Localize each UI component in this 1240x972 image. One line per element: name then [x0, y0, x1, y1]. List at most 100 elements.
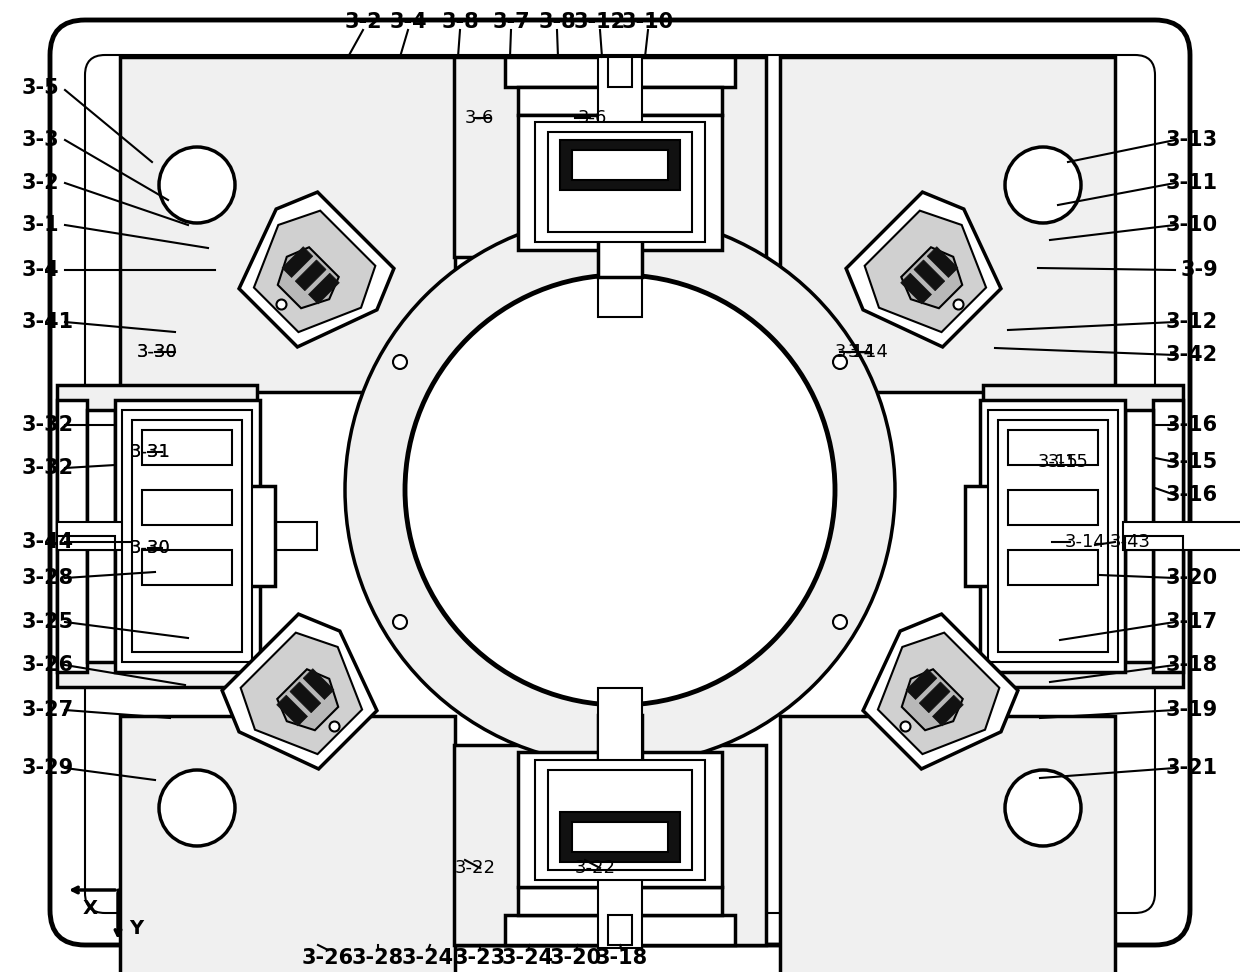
Bar — [548, 770, 692, 870]
Polygon shape — [278, 247, 339, 308]
Polygon shape — [241, 633, 362, 754]
Polygon shape — [281, 247, 312, 277]
Bar — [1125, 410, 1153, 662]
Bar — [560, 140, 680, 190]
Bar — [1008, 490, 1097, 525]
Text: 3-8: 3-8 — [538, 12, 575, 32]
Text: 3-12: 3-12 — [574, 12, 626, 32]
Bar — [115, 400, 260, 672]
Polygon shape — [846, 192, 1001, 347]
Bar — [87, 410, 115, 662]
Text: 3-8: 3-8 — [441, 12, 479, 32]
Bar — [598, 715, 642, 797]
Text: X: X — [83, 898, 98, 918]
Text: 3-12: 3-12 — [1166, 312, 1218, 332]
Bar — [518, 87, 722, 115]
Bar — [598, 195, 642, 277]
Circle shape — [393, 615, 407, 629]
Text: 3-28: 3-28 — [352, 948, 404, 968]
Text: 3-43: 3-43 — [1110, 533, 1151, 551]
Text: 3-41: 3-41 — [22, 312, 74, 332]
Polygon shape — [863, 614, 1018, 769]
Bar — [131, 420, 242, 652]
Circle shape — [954, 299, 963, 309]
Bar — [518, 752, 722, 887]
Text: 3-6: 3-6 — [578, 109, 608, 127]
Text: 3-32: 3-32 — [22, 458, 74, 478]
Text: 3-10: 3-10 — [1166, 215, 1218, 235]
Text: 3-17: 3-17 — [1166, 612, 1218, 632]
Polygon shape — [304, 669, 334, 700]
Bar — [246, 486, 275, 586]
Text: 3-9: 3-9 — [1180, 260, 1218, 280]
FancyBboxPatch shape — [50, 20, 1190, 945]
Text: 3-18: 3-18 — [1166, 655, 1218, 675]
Bar — [454, 745, 766, 945]
Text: 3-14: 3-14 — [835, 343, 875, 361]
Text: 3-21: 3-21 — [1166, 758, 1218, 778]
Bar — [120, 716, 455, 972]
Text: 3-3: 3-3 — [22, 130, 60, 150]
Bar — [965, 486, 994, 586]
Text: 3-4: 3-4 — [389, 12, 427, 32]
Bar — [980, 400, 1125, 672]
Bar — [505, 915, 735, 945]
Polygon shape — [932, 695, 963, 726]
Bar — [998, 420, 1109, 652]
Text: 3-15: 3-15 — [1038, 453, 1079, 471]
Text: 3-22: 3-22 — [575, 859, 616, 877]
Bar — [143, 490, 232, 525]
Bar — [534, 760, 706, 880]
Bar — [1008, 430, 1097, 465]
Bar — [572, 822, 668, 852]
Text: 3-15: 3-15 — [1166, 452, 1218, 472]
Text: 3-20: 3-20 — [1166, 568, 1218, 588]
Text: Y: Y — [129, 919, 143, 938]
Text: 3-1: 3-1 — [22, 215, 60, 235]
Bar — [560, 812, 680, 862]
Circle shape — [345, 215, 895, 765]
Polygon shape — [914, 260, 945, 291]
Bar — [122, 410, 252, 662]
Bar — [780, 57, 1115, 392]
Text: 3-32: 3-32 — [22, 415, 74, 435]
Circle shape — [330, 721, 340, 732]
Text: 3-18: 3-18 — [596, 948, 649, 968]
Polygon shape — [277, 695, 308, 726]
Bar — [1008, 550, 1097, 585]
Bar — [608, 57, 632, 87]
Bar — [518, 115, 722, 250]
Text: 3-29: 3-29 — [22, 758, 74, 778]
Circle shape — [159, 147, 236, 223]
Bar — [780, 716, 1115, 972]
Polygon shape — [239, 192, 394, 347]
Text: 3-6: 3-6 — [465, 109, 495, 127]
Text: 3-30: 3-30 — [130, 539, 171, 557]
Circle shape — [1004, 147, 1081, 223]
Text: 3-4: 3-4 — [22, 260, 60, 280]
Bar — [1125, 536, 1183, 550]
Bar — [988, 410, 1118, 662]
Text: 3-16: 3-16 — [1166, 485, 1218, 505]
Polygon shape — [278, 670, 339, 730]
Polygon shape — [309, 273, 340, 304]
Text: 3-27: 3-27 — [22, 700, 74, 720]
Circle shape — [1004, 770, 1081, 846]
Text: 3-30: 3-30 — [136, 343, 177, 361]
Bar — [143, 550, 232, 585]
Bar — [598, 57, 642, 317]
Text: 3-44: 3-44 — [22, 532, 74, 552]
Text: 3-31: 3-31 — [130, 443, 171, 461]
Text: 3-14: 3-14 — [848, 343, 889, 361]
Bar — [505, 57, 735, 87]
Polygon shape — [900, 273, 931, 304]
Bar — [57, 522, 317, 550]
Text: 3-25: 3-25 — [22, 612, 74, 632]
Polygon shape — [254, 211, 376, 332]
Text: 3-5: 3-5 — [22, 78, 60, 98]
Polygon shape — [295, 260, 326, 291]
Bar — [983, 385, 1183, 687]
Text: 3-19: 3-19 — [1166, 700, 1218, 720]
Text: 3-30: 3-30 — [136, 343, 177, 361]
Bar — [57, 385, 257, 687]
